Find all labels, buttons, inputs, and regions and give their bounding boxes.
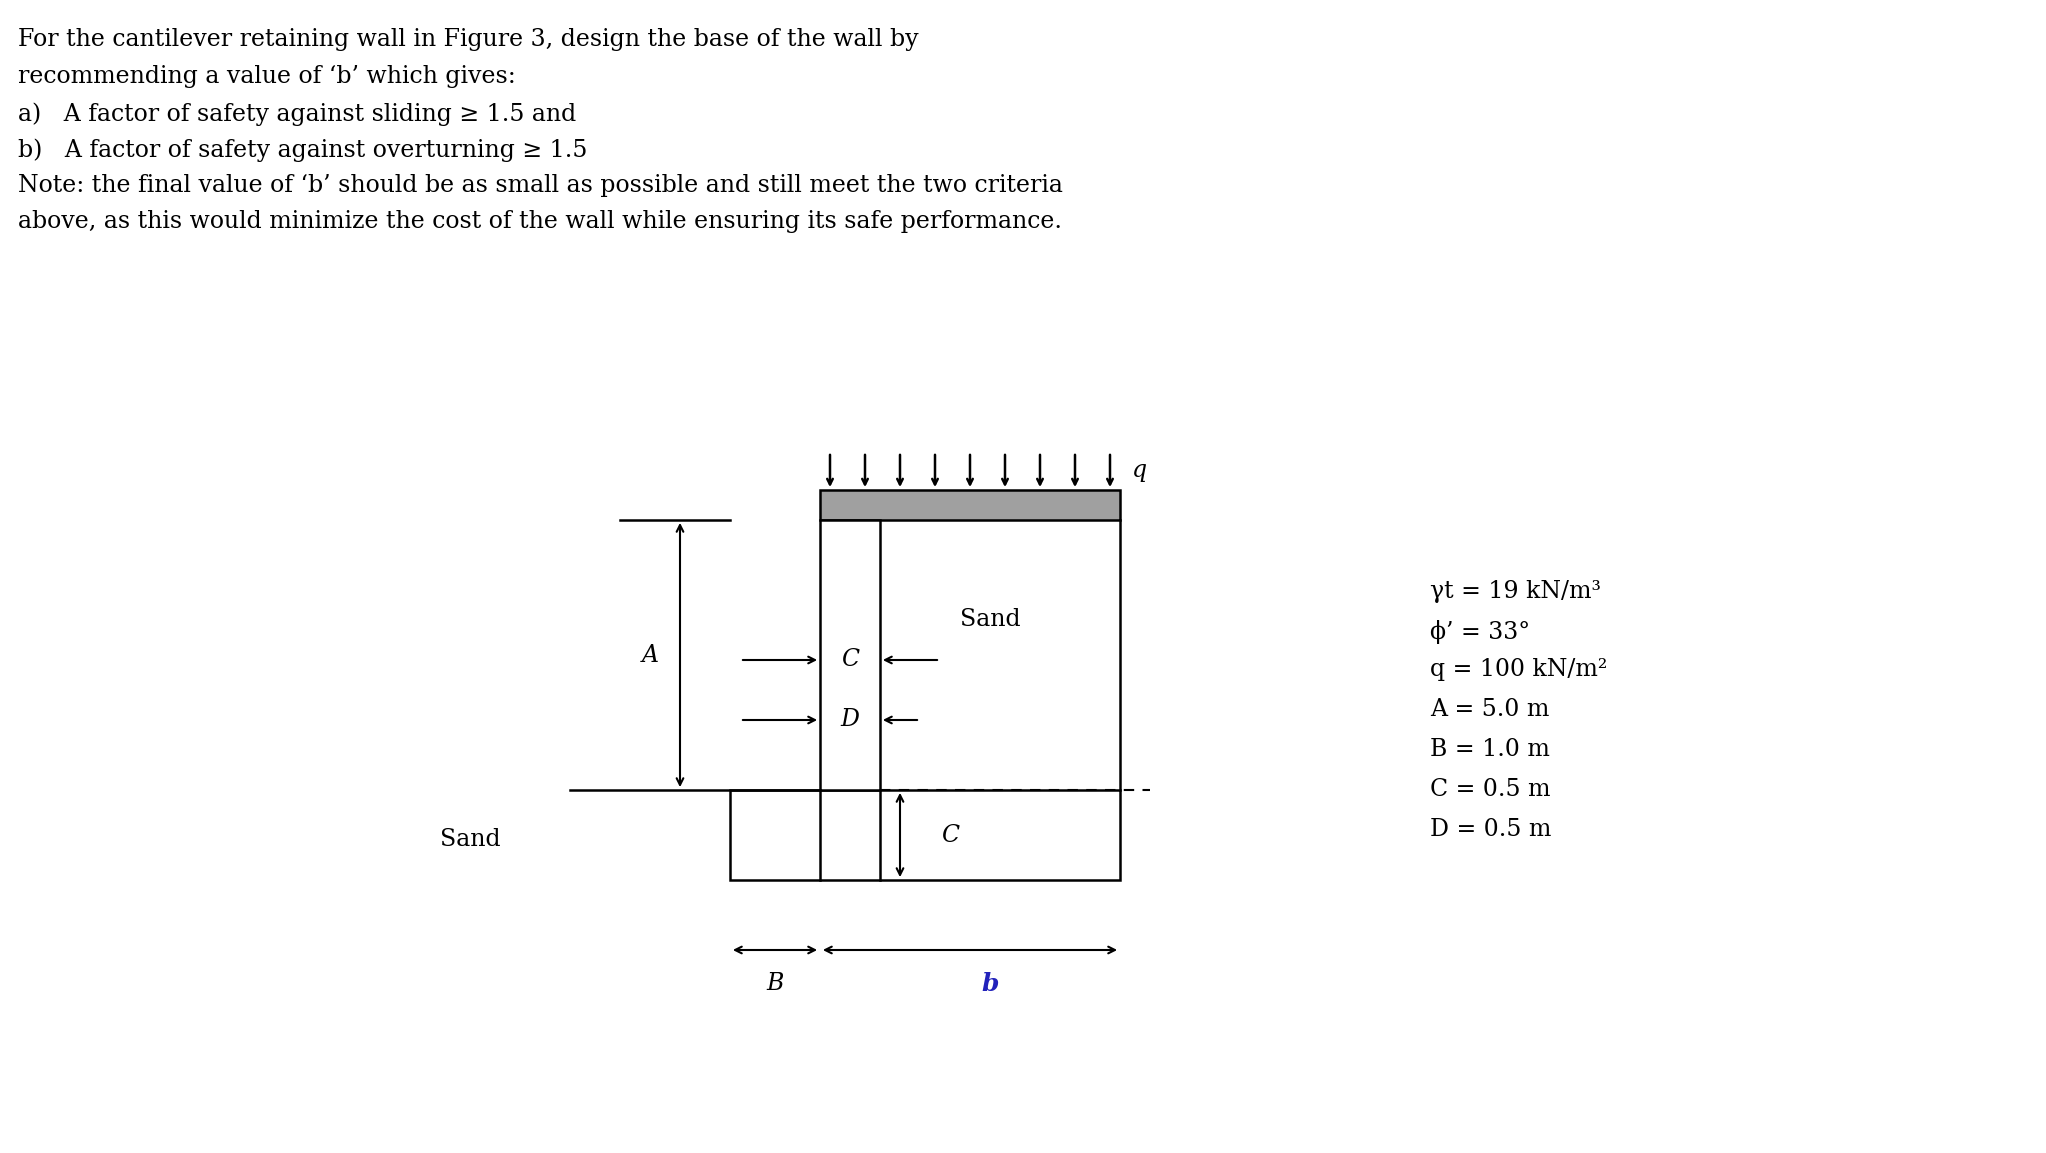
Text: b)   A factor of safety against overturning ≥ 1.5: b) A factor of safety against overturnin…	[18, 138, 587, 161]
Text: C = 0.5 m: C = 0.5 m	[1430, 778, 1551, 801]
Text: B: B	[767, 972, 784, 995]
Text: Sand: Sand	[960, 609, 1021, 632]
Text: Sand: Sand	[440, 829, 501, 852]
Text: b: b	[982, 972, 998, 996]
Text: above, as this would minimize the cost of the wall while ensuring its safe perfo: above, as this would minimize the cost o…	[18, 210, 1062, 233]
Bar	[730, 790, 1119, 880]
Text: A: A	[642, 643, 659, 666]
Text: D = 0.5 m: D = 0.5 m	[1430, 817, 1551, 841]
Text: A = 5.0 m: A = 5.0 m	[1430, 698, 1549, 721]
Text: q = 100 kN/m²: q = 100 kN/m²	[1430, 658, 1608, 681]
Bar	[820, 520, 880, 790]
Text: B = 1.0 m: B = 1.0 m	[1430, 738, 1551, 761]
Text: Note: the final value of ‘b’ should be as small as possible and still meet the t: Note: the final value of ‘b’ should be a…	[18, 174, 1062, 197]
Text: q: q	[1131, 460, 1148, 482]
Text: γt = 19 kN/m³: γt = 19 kN/m³	[1430, 580, 1602, 603]
Text: a)   A factor of safety against sliding ≥ 1.5 and: a) A factor of safety against sliding ≥ …	[18, 101, 577, 126]
Text: ϕ’ = 33°: ϕ’ = 33°	[1430, 620, 1530, 645]
Text: C: C	[841, 648, 859, 671]
Text: C: C	[941, 823, 960, 846]
Bar	[820, 490, 1119, 520]
Text: For the cantilever retaining wall in Figure 3, design the base of the wall by: For the cantilever retaining wall in Fig…	[18, 28, 919, 51]
Text: D: D	[841, 708, 859, 731]
Text: recommending a value of ‘b’ which gives:: recommending a value of ‘b’ which gives:	[18, 65, 516, 88]
